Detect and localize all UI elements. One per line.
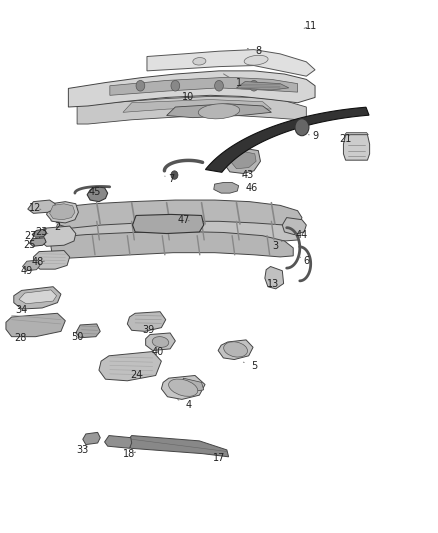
Text: 47: 47	[178, 215, 190, 225]
Polygon shape	[6, 313, 65, 337]
Polygon shape	[133, 214, 204, 233]
Text: 27: 27	[24, 231, 37, 241]
Polygon shape	[343, 135, 370, 160]
Polygon shape	[32, 229, 46, 237]
Polygon shape	[55, 217, 298, 243]
Ellipse shape	[169, 379, 198, 397]
Text: 44: 44	[295, 230, 308, 240]
Polygon shape	[39, 226, 76, 246]
Polygon shape	[14, 287, 61, 309]
Circle shape	[215, 80, 223, 91]
Polygon shape	[147, 50, 315, 76]
Polygon shape	[28, 200, 55, 213]
Polygon shape	[123, 100, 272, 112]
Text: 39: 39	[142, 325, 154, 335]
Polygon shape	[161, 375, 205, 399]
Circle shape	[171, 171, 178, 179]
Text: 6: 6	[300, 256, 309, 266]
Ellipse shape	[244, 55, 268, 65]
Text: 40: 40	[152, 346, 164, 357]
Ellipse shape	[198, 104, 240, 119]
Polygon shape	[214, 182, 239, 193]
Text: 12: 12	[29, 203, 42, 213]
Text: 9: 9	[308, 131, 318, 141]
Polygon shape	[57, 200, 302, 228]
Polygon shape	[87, 187, 108, 201]
Polygon shape	[46, 201, 78, 223]
Text: 7: 7	[165, 174, 174, 184]
Text: 2: 2	[51, 221, 60, 232]
Polygon shape	[345, 133, 368, 135]
Polygon shape	[218, 340, 253, 360]
Polygon shape	[22, 260, 40, 271]
Ellipse shape	[224, 342, 247, 357]
Text: 4: 4	[178, 400, 191, 410]
Circle shape	[295, 119, 309, 136]
Polygon shape	[76, 324, 100, 338]
Text: 45: 45	[88, 187, 101, 197]
Polygon shape	[33, 251, 70, 269]
Text: 33: 33	[77, 445, 89, 455]
Polygon shape	[77, 96, 306, 124]
Polygon shape	[237, 82, 289, 90]
Text: 50: 50	[71, 332, 84, 342]
Polygon shape	[223, 149, 261, 173]
Text: 25: 25	[23, 240, 35, 250]
Text: 13: 13	[268, 279, 280, 288]
Polygon shape	[205, 107, 369, 172]
Text: 8: 8	[247, 46, 261, 55]
Circle shape	[136, 80, 145, 91]
Polygon shape	[166, 104, 272, 118]
Text: 5: 5	[244, 361, 257, 372]
Ellipse shape	[152, 337, 169, 348]
Polygon shape	[51, 231, 293, 259]
Text: 11: 11	[304, 21, 317, 31]
Polygon shape	[19, 290, 57, 304]
Polygon shape	[127, 435, 229, 457]
Text: 17: 17	[209, 453, 225, 463]
Text: 43: 43	[241, 170, 254, 180]
Polygon shape	[283, 217, 306, 235]
Text: 3: 3	[273, 241, 283, 251]
Text: 23: 23	[35, 227, 48, 237]
Text: 24: 24	[130, 370, 143, 381]
Text: 18: 18	[124, 449, 136, 458]
Polygon shape	[105, 435, 132, 448]
Polygon shape	[29, 238, 46, 246]
Text: 46: 46	[246, 183, 258, 193]
Text: 49: 49	[21, 266, 33, 276]
Polygon shape	[83, 432, 100, 445]
Polygon shape	[49, 204, 75, 220]
Text: 10: 10	[182, 92, 194, 102]
Text: 34: 34	[15, 305, 28, 315]
Polygon shape	[231, 152, 256, 168]
Text: 48: 48	[32, 257, 44, 267]
Text: 28: 28	[14, 333, 27, 343]
Text: 1: 1	[223, 74, 242, 88]
Text: 21: 21	[339, 134, 352, 144]
Polygon shape	[99, 352, 161, 381]
Polygon shape	[146, 333, 175, 351]
Circle shape	[171, 80, 180, 91]
Polygon shape	[183, 378, 204, 393]
Polygon shape	[127, 312, 166, 332]
Circle shape	[250, 80, 258, 91]
Polygon shape	[110, 77, 297, 95]
Ellipse shape	[193, 58, 206, 65]
Polygon shape	[265, 266, 284, 289]
Polygon shape	[68, 71, 315, 107]
